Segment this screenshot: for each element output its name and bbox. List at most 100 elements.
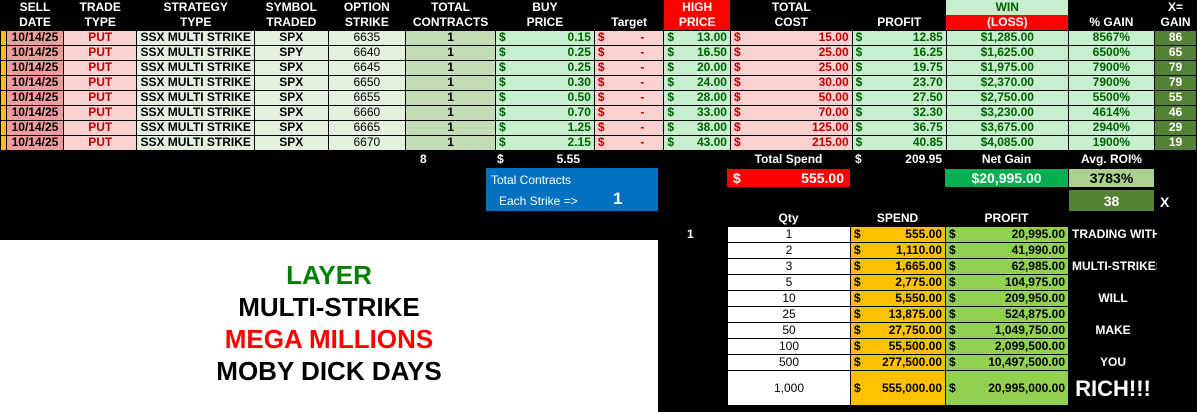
contracts: 1 — [405, 104, 496, 121]
pct-gain: 6500% — [1067, 44, 1156, 61]
header-contracts: TOTAL — [431, 0, 470, 14]
motto-text — [1068, 274, 1158, 291]
total-contracts-title: Total Contracts — [491, 173, 572, 187]
strategy-type: SSX MULTI STRIKE — [136, 89, 255, 106]
win-loss: $2,750.00 — [945, 89, 1069, 106]
motto-text: YOU — [1068, 354, 1158, 371]
profit-currency: $ — [855, 152, 862, 166]
x-gain: 55 — [1154, 89, 1197, 106]
profit-header: PROFIT — [984, 211, 1029, 225]
high-price: $13.00 — [663, 29, 731, 46]
strategy-type: SSX MULTI STRIKE — [136, 119, 255, 136]
banner-panel — [0, 240, 658, 412]
trade-type: PUT — [62, 89, 138, 106]
header-symbol: SYMBOL — [265, 0, 317, 14]
motto-text: MAKE — [1068, 322, 1158, 339]
target: $ - — [593, 59, 665, 76]
pct-gain: 1900% — [1067, 134, 1156, 151]
buy-price: $0.70 — [494, 104, 595, 121]
target: $ - — [593, 119, 665, 136]
win-loss: $3,230.00 — [945, 104, 1069, 121]
win-loss: $1,975.00 — [945, 59, 1069, 76]
motto-text: WILL — [1068, 290, 1158, 307]
sell-date: 10/14/25 — [6, 29, 64, 46]
spend: $2,775.00 — [850, 274, 946, 291]
target: $ - — [593, 134, 665, 151]
spend: $55,500.00 — [850, 338, 946, 355]
option-strike: 6650 — [327, 74, 407, 91]
pct-gain: 2940% — [1067, 119, 1156, 136]
high-price: $28.00 — [663, 89, 731, 106]
target: $ - — [593, 29, 665, 46]
profit: $12.85 — [851, 29, 947, 46]
buy-total: 5.55 — [556, 152, 580, 166]
contracts: 1 — [405, 74, 496, 91]
high-price: $43.00 — [663, 134, 731, 151]
strategy-type: SSX MULTI STRIKE — [136, 29, 255, 46]
header-total-cost: COST — [774, 15, 808, 29]
currency: $ — [733, 170, 741, 186]
x-multiplier-value: 38 — [1069, 190, 1154, 211]
strategy-type: SSX MULTI STRIKE — [136, 44, 255, 61]
x-gain: 65 — [1154, 44, 1197, 61]
symbol: SPX — [253, 119, 329, 136]
profit: $27.50 — [851, 89, 947, 106]
header-trade-type: TRADE — [79, 0, 121, 14]
each-strike-value[interactable]: 1 — [613, 189, 623, 208]
x-label: X — [1160, 194, 1170, 210]
header-x-gain: X= — [1168, 0, 1184, 14]
symbol: SPX — [253, 59, 329, 76]
win-loss: $3,675.00 — [945, 119, 1069, 136]
header-strike: STRIKE — [344, 15, 389, 29]
banner-line-3: MEGA MILLIONS — [224, 324, 434, 354]
spend: $555,000.00 — [850, 370, 946, 406]
win-loss: $1,285.00 — [945, 29, 1069, 46]
trade-type: PUT — [62, 59, 138, 76]
spend: $555.00 — [850, 226, 946, 243]
profit: $16.25 — [851, 44, 947, 61]
qty: 10 — [727, 290, 851, 307]
motto-text: MULTI-STRIKES — [1068, 258, 1158, 275]
qty: 50 — [727, 322, 851, 339]
sell-date: 10/14/25 — [6, 74, 64, 91]
buy-price: $1.25 — [494, 119, 595, 136]
high-price: $20.00 — [663, 59, 731, 76]
header-target: Target — [611, 15, 648, 29]
qty-row: 50 $27,750.00 $1,049,750.00 MAKE — [727, 322, 1158, 339]
profit: $23.70 — [851, 74, 947, 91]
contracts: 1 — [405, 89, 496, 106]
total-spend-value: 555.00 — [801, 170, 844, 186]
motto-text: TRADING WITH — [1068, 226, 1158, 243]
qty-row: 1,000 $555,000.00 $20,995,000.00 RICH!!! — [727, 370, 1158, 406]
symbol: SPX — [253, 134, 329, 151]
qty-row: 2 $1,110.00 $41,990.00 — [727, 242, 1158, 259]
sell-date: 10/14/25 — [6, 134, 64, 151]
symbol: SPX — [253, 89, 329, 106]
contracts: 1 — [405, 59, 496, 76]
header-loss: (LOSS) — [986, 15, 1028, 29]
win-loss: $4,085.00 — [945, 134, 1069, 151]
high-price: $24.00 — [663, 74, 731, 91]
profit: $41,990.00 — [945, 242, 1069, 259]
total-cost: $25.00 — [729, 44, 853, 61]
qty: 1,000 — [727, 370, 851, 406]
pct-gain: 5500% — [1067, 89, 1156, 106]
table-row: 10/14/25 PUT SSX MULTI STRIKE SPX 6660 1… — [0, 104, 1197, 121]
x-gain: 86 — [1154, 29, 1197, 46]
profit: $20,995,000.00 — [945, 370, 1069, 406]
option-strike: 6640 — [327, 44, 407, 61]
profit: $62,985.00 — [945, 258, 1069, 275]
header-win: WIN — [995, 0, 1019, 14]
target: $ - — [593, 104, 665, 121]
motto-text: RICH!!! — [1068, 370, 1158, 406]
total-cost: $215.00 — [729, 134, 853, 151]
qty-row: 500 $277,500.00 $10,497,500.00 YOU — [727, 354, 1158, 371]
high-price: $38.00 — [663, 119, 731, 136]
target: $ - — [593, 89, 665, 106]
each-strike-label: Each Strike => — [499, 194, 578, 208]
contracts: 1 — [405, 44, 496, 61]
qty-row: 5 $2,775.00 $104,975.00 — [727, 274, 1158, 291]
buy-price: $0.50 — [494, 89, 595, 106]
header-contracts: CONTRACTS — [412, 15, 489, 29]
motto-text — [1068, 306, 1158, 323]
